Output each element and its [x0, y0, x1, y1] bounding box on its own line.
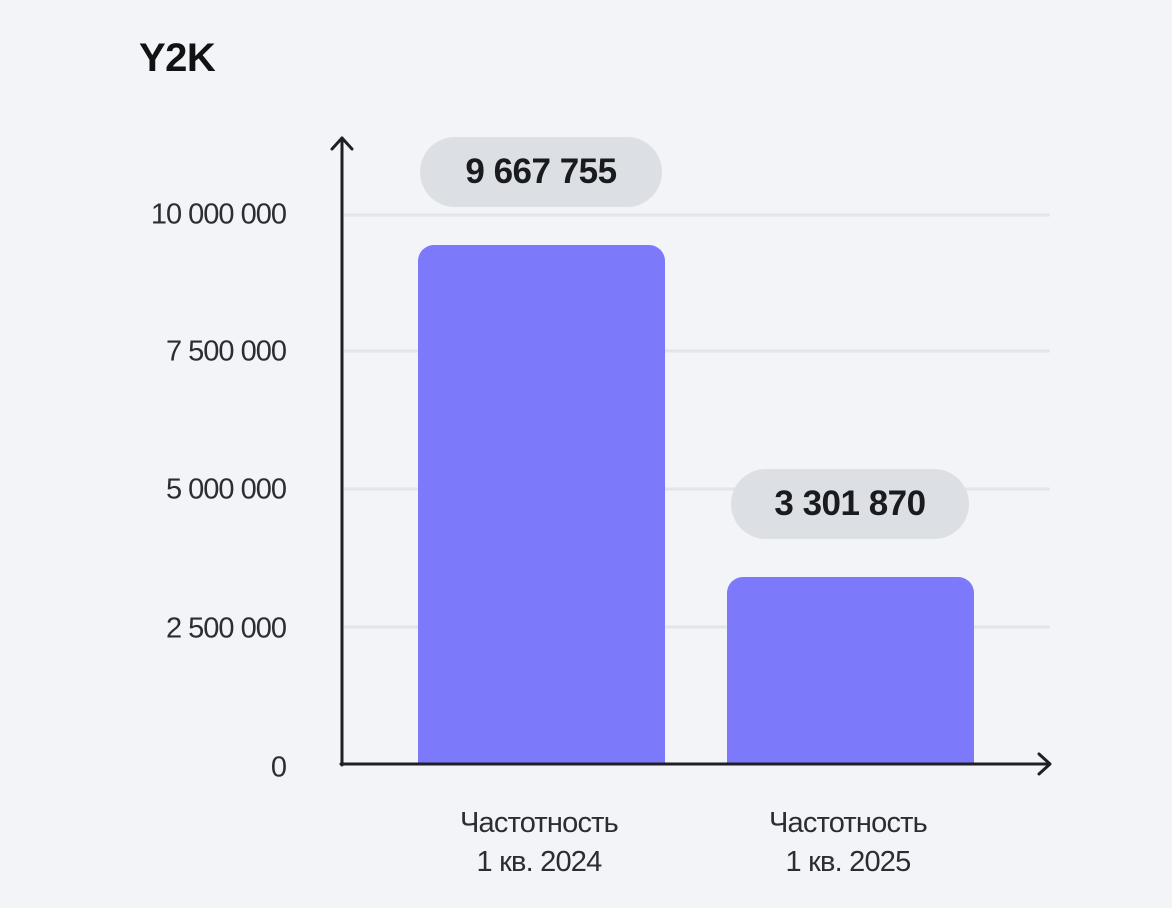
gridline-7-5m — [344, 349, 1050, 353]
category-line1: Частотность — [460, 807, 619, 839]
y-tick-label: 5 000 000 — [165, 473, 287, 506]
gridline-2-5m — [344, 625, 1050, 629]
chart-title: Y2K — [139, 36, 216, 80]
bar-2024 — [418, 245, 665, 765]
bar-2025 — [727, 577, 974, 765]
x-axis-arrow-icon — [1037, 752, 1052, 776]
x-category-label-2025: Частотность 1 кв. 2025 — [698, 804, 998, 882]
value-label-2024: 9 667 755 — [420, 137, 662, 207]
y-axis-arrow-icon — [330, 136, 354, 151]
category-line2: 1 кв. 2024 — [476, 846, 603, 878]
value-text: 3 301 870 — [774, 484, 926, 523]
y-tick-label: 7 500 000 — [165, 335, 287, 368]
y-tick-label: 10 000 000 — [150, 198, 287, 231]
category-line1: Частотность — [769, 807, 928, 839]
gridline-5m — [344, 487, 1050, 491]
value-text: 9 667 755 — [465, 152, 617, 191]
y-tick-label: 2 500 000 — [165, 612, 287, 645]
category-line2: 1 кв. 2025 — [785, 846, 912, 878]
y-tick-label: 0 — [270, 751, 287, 784]
value-label-2025: 3 301 870 — [731, 469, 969, 539]
gridline-10m — [344, 213, 1050, 217]
x-category-label-2024: Частотность 1 кв. 2024 — [389, 804, 689, 882]
